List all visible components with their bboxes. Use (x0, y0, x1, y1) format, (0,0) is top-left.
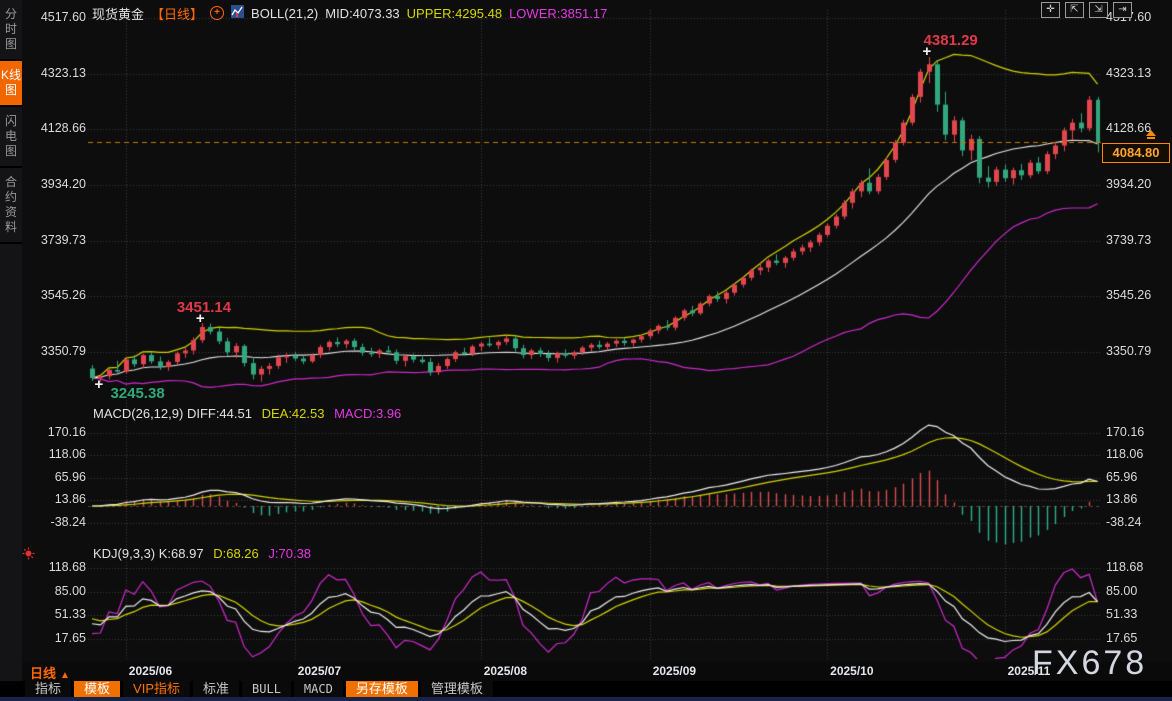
left-axis-label: 3350.79 (40, 344, 86, 358)
pan-right-icon[interactable]: ⇥ (1113, 2, 1132, 18)
high-price-annotation: 4381.29 (923, 32, 978, 50)
left-axis-label: 51.33 (54, 607, 86, 622)
kdj-panel-label: KDJ(9,3,3) K:68.97 D:68.26 J:70.38 (93, 546, 311, 561)
sidebar-item-1[interactable]: 分时图 (0, 0, 22, 61)
left-axis-label: 3934.20 (40, 176, 86, 191)
macd-diff-value: DIFF:44.51 (186, 406, 252, 421)
left-axis-label: 13.86 (54, 492, 86, 506)
left-axis-label: 3739.73 (40, 232, 86, 247)
left-axis-label: 118.68 (48, 560, 86, 574)
swing-low-cross-marker: + (94, 376, 104, 394)
bottom-accent-strip (0, 697, 1172, 701)
swing-high-cross-marker: + (195, 310, 205, 328)
x-axis-row: 日线 ▲ 2025/06 2025/07 2025/08 2025/09 2025/10 2… (0, 662, 1172, 681)
toolbar-item-6[interactable]: MACD (293, 681, 343, 697)
left-axis-label: -38.24 (50, 514, 86, 529)
right-axis-label: 17.65 (1106, 631, 1138, 645)
month-label: 2025/09 (652, 664, 697, 678)
month-label: 2025/08 (483, 664, 528, 678)
last-price-marker-icon (1146, 130, 1156, 139)
boll-mid-value: MID:4073.33 (325, 5, 400, 21)
left-axis-label: 65.96 (54, 469, 86, 484)
right-axis-label: 4323.13 (1106, 65, 1152, 80)
sidebar-item-3[interactable]: 闪电图 (0, 107, 22, 168)
swing-high-annotation: 3451.14 (176, 299, 232, 317)
right-axis-label: 65.96 (1106, 469, 1138, 484)
last-price-tag: 4084.80 (1102, 143, 1170, 163)
swing-low-annotation: 3245.38 (110, 385, 165, 403)
candlestick-chart-icon (231, 5, 245, 21)
month-label: 2025/07 (297, 664, 342, 678)
main-chart-canvas[interactable] (0, 0, 1172, 662)
chart-header: 现货黄金 【日线】 + BOLL(21,2) MID:4073.33 UPPER… (92, 5, 608, 22)
toolbar-item-3[interactable]: VIP指标 (123, 681, 190, 697)
macd-dea-value: DEA:42.53 (261, 406, 325, 421)
boll-lower-value: LOWER:3851.17 (509, 5, 608, 21)
left-axis-label: 3545.26 (40, 288, 86, 303)
left-axis-label: 4323.13 (40, 65, 86, 80)
right-axis-label: 13.86 (1106, 492, 1138, 506)
sidebar: 分时图 K线图 闪电图 合约资料 (0, 0, 22, 701)
chevron-up-icon: ▲ (60, 670, 70, 681)
macd-hist-value: MACD:3.96 (334, 406, 402, 421)
month-label: 2025/11 (1007, 664, 1051, 678)
right-axis-label: 170.16 (1106, 424, 1145, 439)
toolbar-item-7[interactable]: 另存模板 (345, 681, 418, 697)
kdj-title: KDJ(9,3,3) (93, 546, 156, 561)
kdj-j-value: J:70.38 (268, 546, 312, 561)
high-cross-marker: + (922, 43, 932, 61)
sidebar-item-4[interactable]: 合约资料 (0, 168, 22, 244)
right-axis-label: 3350.79 (1106, 344, 1152, 358)
right-axis-label: 3739.73 (1106, 232, 1152, 247)
month-label: 2025/06 (128, 664, 173, 678)
toolbar-item-2[interactable]: 模板 (74, 681, 121, 697)
sidebar-item-2[interactable]: K线图 (0, 61, 22, 107)
zoom-area-right-icon[interactable]: ⇲ (1089, 2, 1108, 18)
toolbar-item-5[interactable]: BULL (242, 681, 291, 697)
crosshair-icon[interactable]: ✛ (1041, 2, 1060, 18)
left-axis-label: 4517.60 (40, 10, 86, 24)
left-axis-label: 4128.66 (40, 121, 86, 136)
left-axis-label: 118.06 (48, 447, 86, 461)
right-axis-label: -38.24 (1106, 514, 1142, 529)
bottom-toolbar: 指标 模板 VIP指标 标准 BULL MACD 另存模板 管理模板 (0, 681, 1172, 697)
toolbar-item-4[interactable]: 标准 (193, 681, 240, 697)
period-tag[interactable]: 【日线】 (151, 6, 204, 22)
indicator-alert-dot-icon[interactable] (22, 547, 35, 565)
toolbar-item-8[interactable]: 管理模板 (420, 681, 493, 697)
kdj-k-value: K:68.97 (158, 546, 204, 561)
right-axis-label: 118.68 (1106, 560, 1144, 574)
right-axis-label: 118.06 (1106, 447, 1144, 461)
left-axis-label: 170.16 (47, 424, 86, 439)
month-label: 2025/10 (830, 664, 874, 678)
period-selector[interactable]: 日线 ▲ (30, 666, 70, 681)
macd-panel-label: MACD(26,12,9) DIFF:44.51 DEA:42.53 MACD:… (93, 406, 401, 421)
left-axis-label: 17.65 (54, 631, 86, 645)
fx678-watermark: FX678 (1032, 644, 1148, 682)
chart-toolbar-icons: ✛ ⇱ ⇲ ⇥ (1041, 2, 1132, 18)
right-axis-label: 4128.66 (1106, 121, 1152, 136)
right-axis-label: 3934.20 (1106, 176, 1152, 191)
right-axis-label: 3545.26 (1106, 288, 1152, 303)
boll-title: BOLL(21,2) (251, 5, 319, 21)
right-axis-label: 51.33 (1106, 607, 1138, 622)
circled-plus-icon[interactable]: + (210, 6, 225, 20)
boll-upper-value: UPPER:4295.48 (406, 5, 503, 21)
left-axis-label: 85.00 (54, 583, 86, 598)
macd-title: MACD(26,12,9) (93, 406, 184, 421)
kdj-d-value: D:68.26 (213, 546, 259, 561)
toolbar-item-1[interactable]: 指标 (25, 681, 72, 697)
zoom-area-left-icon[interactable]: ⇱ (1065, 2, 1084, 18)
right-axis-label: 85.00 (1106, 583, 1138, 598)
symbol-name: 现货黄金 (92, 6, 145, 22)
